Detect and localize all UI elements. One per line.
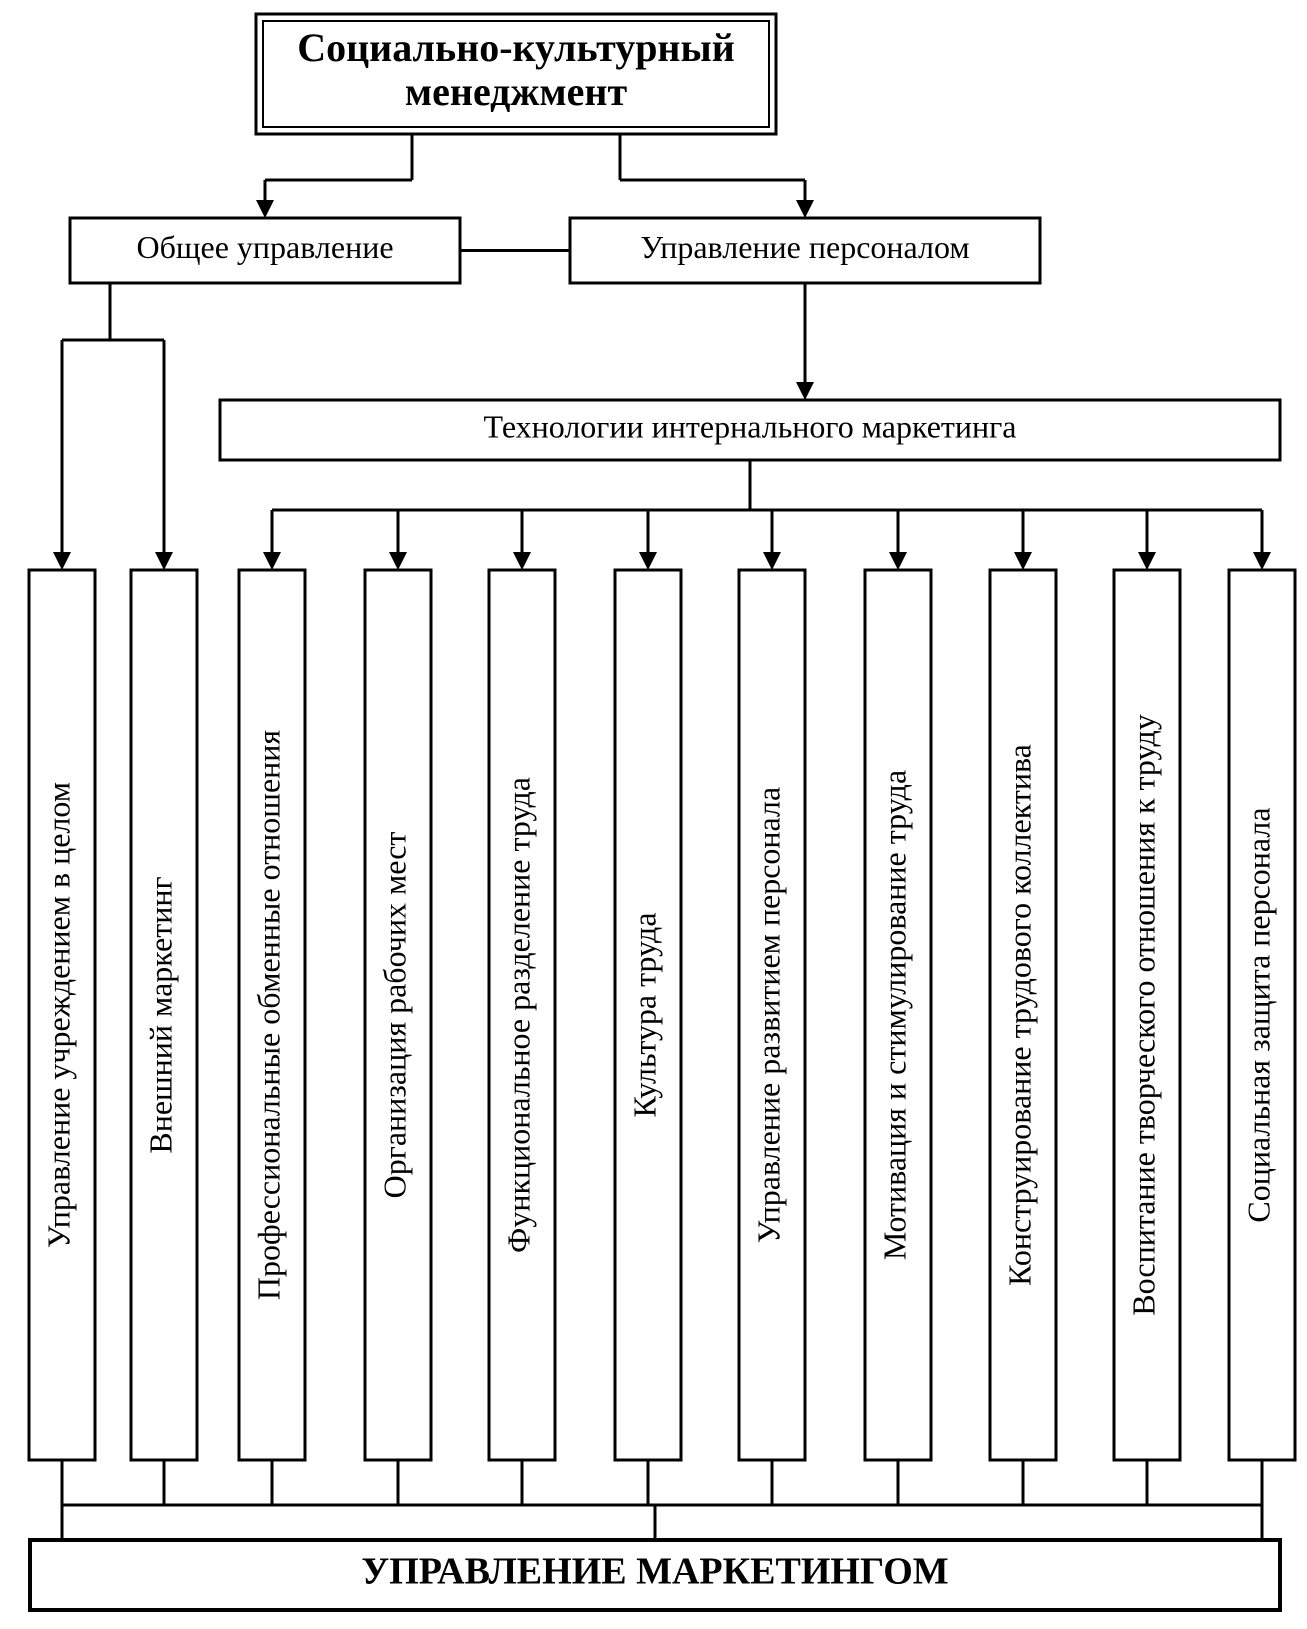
- label-tech-marketing: Технологии интернального маркетинга: [484, 408, 1017, 444]
- column-label-10: Социальная защита персонала: [1240, 807, 1276, 1222]
- column-label-5: Культура труда: [626, 912, 662, 1117]
- column-label-9: Воспитание творческого отношения к труду: [1125, 714, 1161, 1316]
- root-title-line2: менеджмент: [405, 69, 628, 114]
- column-label-7: Мотивация и стимулирование труда: [876, 770, 912, 1260]
- column-label-6: Управление развитием персонала: [750, 787, 786, 1243]
- column-label-0: Управление учреждением в целом: [40, 782, 76, 1248]
- column-label-2: Профессиональные обменные отношения: [250, 730, 286, 1301]
- column-label-8: Конструирование трудового коллектива: [1001, 744, 1037, 1286]
- column-label-4: Функциональное разделение труда: [500, 777, 536, 1253]
- column-label-1: Внешний маркетинг: [142, 876, 178, 1153]
- column-label-3: Организация рабочих мест: [376, 832, 412, 1199]
- label-general-management: Общее управление: [136, 229, 393, 265]
- root-title-line1: Социально-культурный: [297, 25, 735, 70]
- label-marketing-management: УПРАВЛЕНИЕ МАРКЕТИНГОМ: [361, 1551, 948, 1593]
- label-personnel-management: Управление персоналом: [640, 229, 969, 265]
